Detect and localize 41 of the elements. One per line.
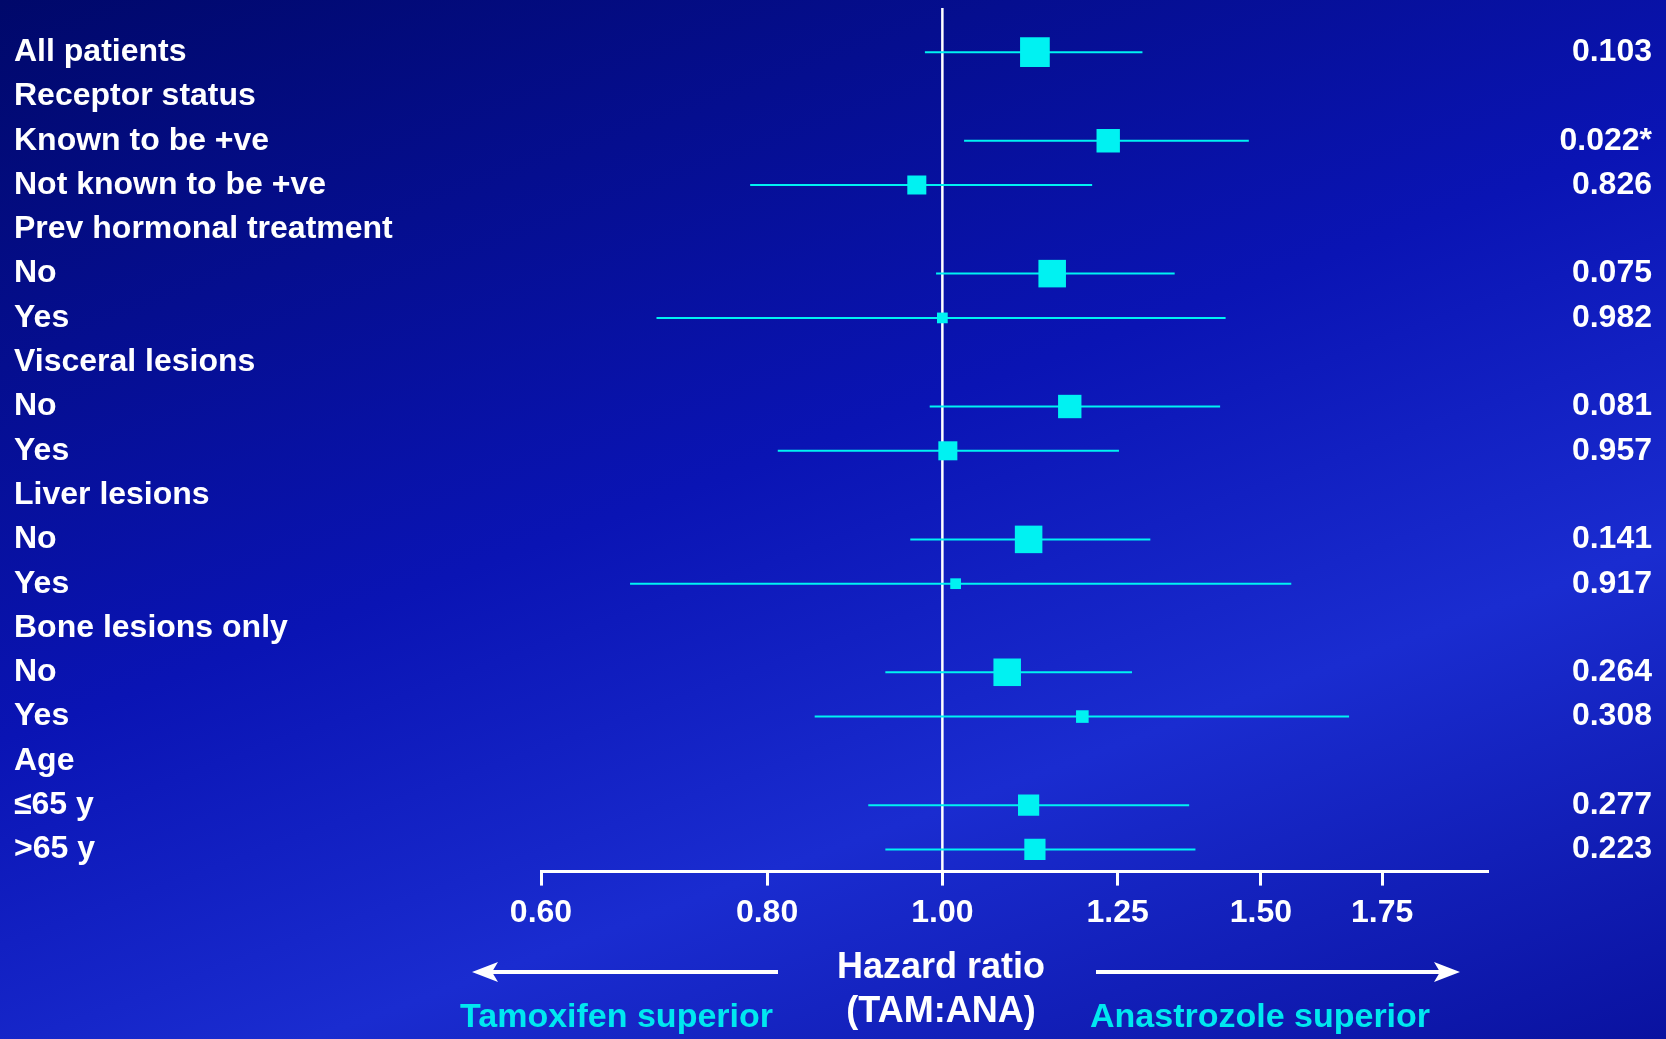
y-tick-label: No <box>14 253 57 290</box>
y-tick-label: >65 y <box>14 829 96 866</box>
text: 0.957 <box>1571 430 1652 467</box>
y-tick-label: Yes <box>14 563 70 600</box>
y-tick-label: Yes <box>14 297 70 334</box>
y-tick-label: Liver lesions <box>14 474 210 511</box>
text: 0.081 <box>1571 386 1652 423</box>
y-tick-label: All patients <box>14 31 187 68</box>
text: 0.982 <box>1571 297 1652 334</box>
y-tick-label: Not known to be +ve <box>14 164 327 201</box>
x-tick-label: 1.75 <box>1350 892 1414 929</box>
y-tick-label: No <box>14 519 57 556</box>
text: 0.917 <box>1571 563 1652 600</box>
text: 0.022* <box>1559 120 1653 157</box>
x-axis-title: Hazard ratio (TAM:ANA) <box>835 944 1047 1032</box>
x-tick-label: 0.80 <box>735 892 799 929</box>
y-tick-label: Age <box>14 740 75 777</box>
y-tick-label: Known to be +ve <box>14 120 270 157</box>
y-tick-label: No <box>14 386 57 423</box>
text: 0.826 <box>1571 164 1652 201</box>
y-tick-label: Visceral lesions <box>14 342 256 379</box>
text: 0.141 <box>1571 519 1652 556</box>
x-tick-label: 1.50 <box>1229 892 1293 929</box>
x-tick-label: 1.25 <box>1086 892 1149 929</box>
y-tick-label: No <box>14 652 57 689</box>
x-tick-label: 1.00 <box>911 892 974 929</box>
y-tick-label: Bone lesions only <box>14 607 289 644</box>
y-tick-label: ≤65 y <box>14 784 95 821</box>
y-tick-label: Yes <box>14 430 70 467</box>
text: 0.264 <box>1571 652 1653 689</box>
y-tick-label: Yes <box>14 696 70 733</box>
text: 0.103 <box>1571 31 1652 68</box>
text: Anastrozole superior <box>1090 996 1431 1035</box>
y-tick-label: Prev hormonal treatment <box>14 209 394 246</box>
y-tick-label: Receptor status <box>14 76 256 113</box>
text: 0.223 <box>1571 829 1652 866</box>
text: 0.075 <box>1571 253 1652 290</box>
text: 0.308 <box>1571 696 1652 733</box>
text: 0.277 <box>1571 784 1652 821</box>
x-tick-label: 0.60 <box>509 892 573 929</box>
text: Tamoxifen superior <box>460 996 773 1035</box>
